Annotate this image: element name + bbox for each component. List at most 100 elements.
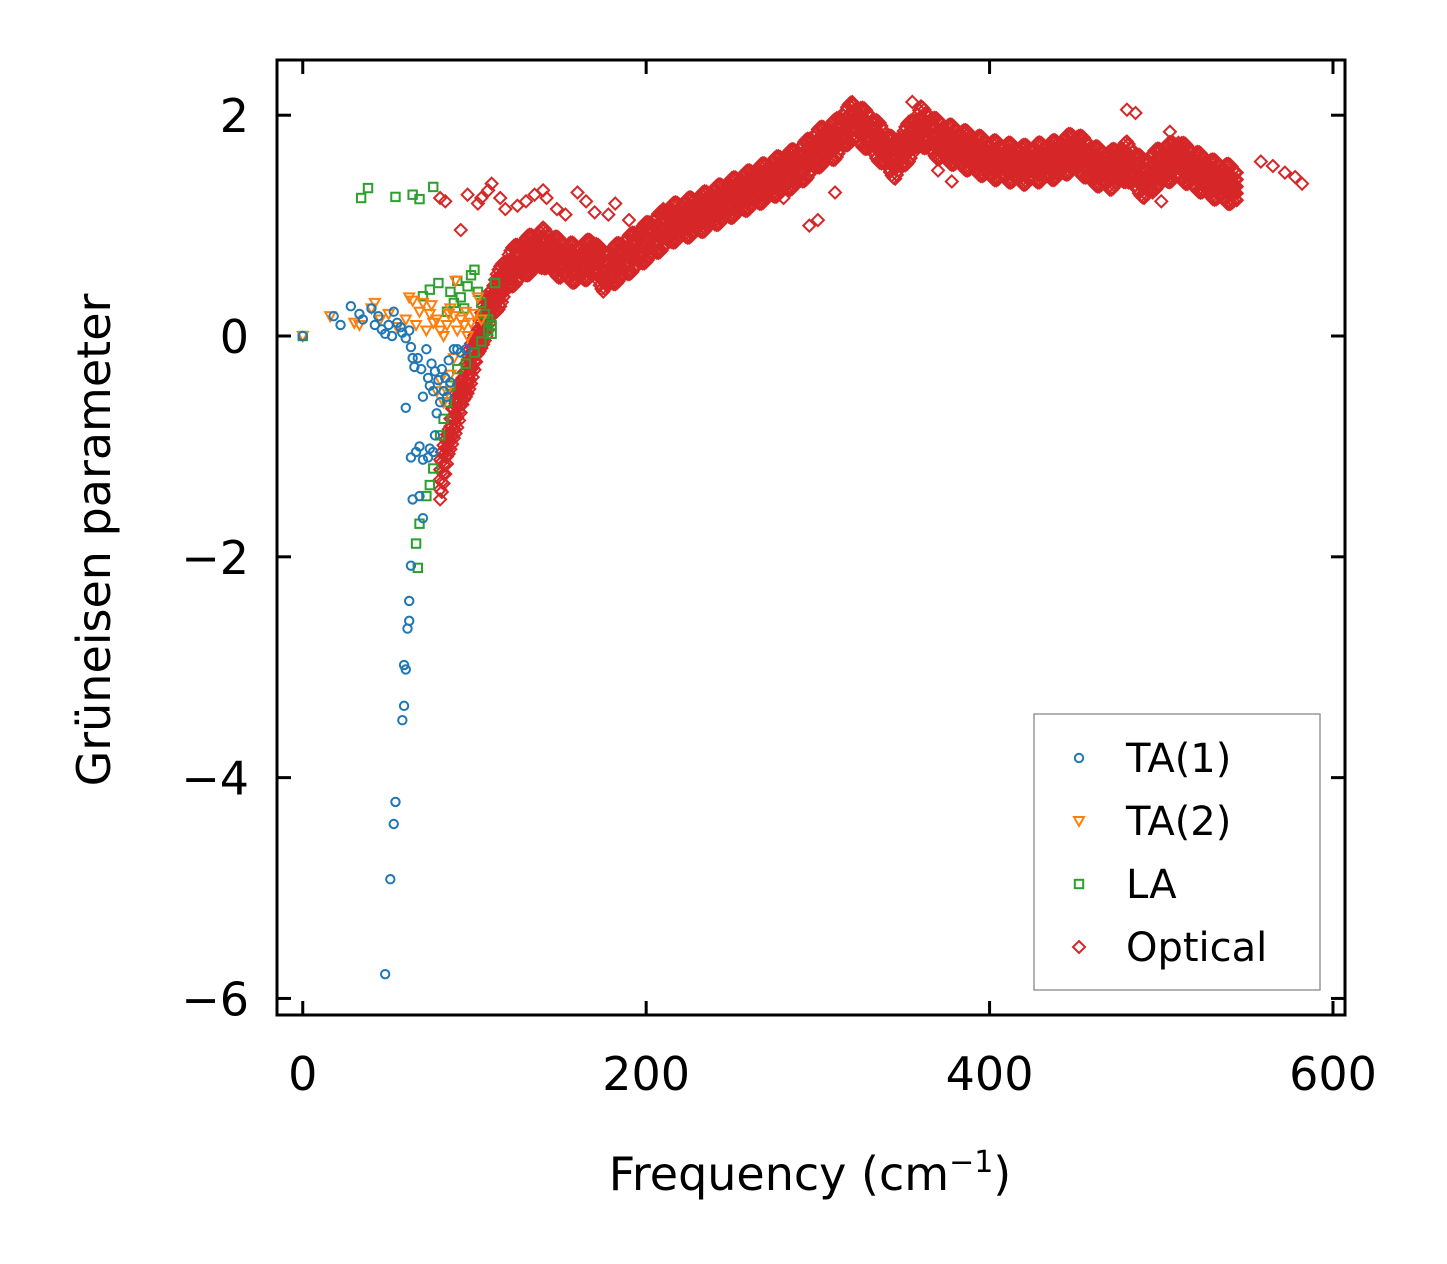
data-point (810, 212, 826, 228)
data-point (459, 306, 473, 319)
data-point (492, 298, 508, 314)
data-point (400, 664, 411, 675)
data-point (402, 292, 416, 305)
data-point (323, 311, 337, 324)
data-point (398, 700, 410, 712)
data-point (1253, 154, 1269, 169)
legend-label: TA(2) (1125, 799, 1231, 845)
data-point (423, 308, 437, 321)
data-point (492, 190, 508, 206)
data-point (405, 341, 417, 353)
data-point (357, 314, 369, 325)
data-point (944, 174, 960, 189)
data-point (999, 162, 1015, 178)
legend-label: TA(1) (1125, 736, 1231, 782)
data-point (421, 490, 432, 502)
data-point (470, 196, 486, 211)
data-point (428, 386, 439, 397)
data-point (443, 303, 458, 316)
data-point (429, 314, 444, 327)
data-point (379, 968, 391, 980)
x-tick-label: 400 (946, 1047, 1034, 1101)
data-point (440, 386, 454, 399)
series-ta-1 (297, 301, 472, 980)
data-point (429, 430, 441, 441)
data-point (930, 162, 946, 178)
data-point (453, 405, 469, 421)
data-point (417, 512, 429, 524)
data-point (390, 191, 401, 203)
series-optical (432, 94, 1310, 507)
data-point (437, 193, 453, 209)
y-tick-label: −4 (181, 752, 249, 806)
data-point (335, 319, 346, 331)
data-point (445, 377, 456, 388)
data-point (436, 331, 451, 344)
data-point (433, 325, 447, 338)
data-point (462, 281, 473, 292)
data-point (448, 275, 463, 288)
data-point (450, 325, 464, 338)
data-point (827, 185, 843, 200)
data-point (973, 146, 989, 162)
data-point (453, 222, 469, 238)
data-point (390, 796, 401, 808)
data-point (549, 201, 565, 217)
data-point (445, 286, 456, 298)
y-tick-label: −2 (181, 531, 249, 585)
data-point (484, 176, 500, 192)
data-point (539, 190, 554, 206)
data-point (328, 310, 339, 322)
y-tick-label: −6 (181, 972, 249, 1026)
data-point (460, 358, 472, 369)
data-point (1171, 135, 1186, 151)
data-point (412, 306, 427, 319)
data-point (795, 173, 810, 189)
data-point (621, 212, 637, 228)
legend-marker (1071, 939, 1087, 955)
data-point (366, 303, 377, 314)
data-point (707, 196, 723, 211)
series-ta-2 (296, 275, 489, 410)
data-point (432, 491, 448, 507)
data-point (465, 369, 481, 385)
data-point (402, 623, 413, 634)
data-point (431, 408, 442, 419)
data-point (1287, 169, 1303, 185)
data-point (455, 292, 466, 303)
legend-marker (1073, 878, 1085, 890)
data-point (1227, 165, 1243, 181)
data-point (472, 286, 484, 298)
y-tick-label: 2 (220, 89, 249, 143)
x-tick-label: 600 (1289, 1047, 1377, 1101)
axes: 0 200 400 600 2 0 −2 −4 −6 (181, 58, 1377, 1101)
data-point (681, 198, 697, 214)
data-point (373, 310, 384, 322)
data-point (1196, 165, 1212, 181)
data-point (913, 98, 929, 114)
data-point (412, 352, 423, 364)
data-point (297, 330, 308, 342)
data-point (405, 560, 417, 571)
data-point (635, 256, 651, 271)
data-point (417, 391, 429, 402)
data-point (1119, 102, 1135, 118)
data-point (400, 402, 411, 413)
data-point (1179, 151, 1195, 167)
data-point (1277, 165, 1293, 181)
data-point (439, 456, 455, 472)
data-point (1265, 158, 1281, 174)
data-point (454, 314, 468, 327)
x-axis-title: Frequency (cm−1) (609, 1145, 1012, 1201)
data-point (440, 319, 454, 333)
data-point (464, 317, 478, 330)
data-point (362, 182, 374, 194)
data-point (383, 319, 394, 331)
legend: TA(1) TA(2) LA Optical (1033, 713, 1321, 991)
data-point (404, 595, 415, 607)
data-point (709, 217, 724, 233)
data-point (355, 192, 367, 204)
data-point (388, 818, 399, 830)
data-point (844, 96, 860, 112)
data-point (404, 325, 415, 336)
